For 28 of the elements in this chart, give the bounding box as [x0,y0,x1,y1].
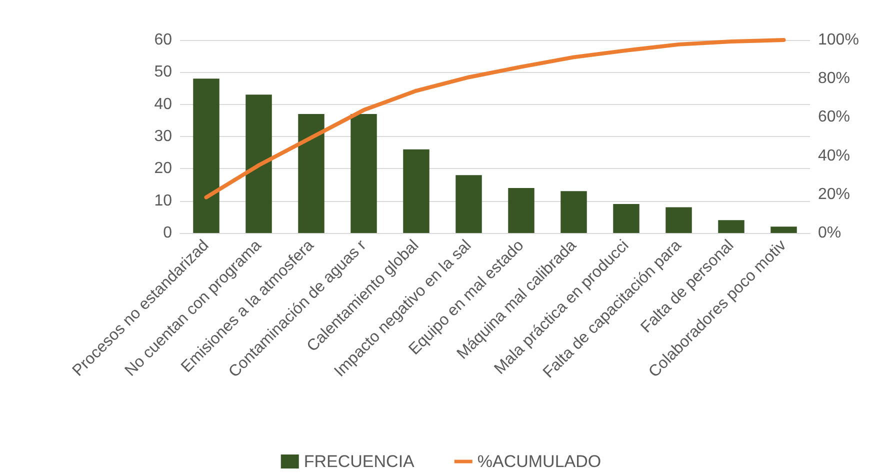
y-tick-label: 10 [154,192,172,210]
y-tick-label: 20 [154,160,172,178]
bar [246,94,272,233]
bar [456,175,482,233]
y2-tick-label: 20% [818,186,850,203]
bar [193,78,220,233]
bar [298,114,324,233]
y2-tick-label: 80% [818,70,850,88]
y2-tick-label: 60% [818,108,850,126]
y-tick-label: 50 [154,64,172,81]
legend-label: %ACUMULADO [477,452,602,471]
y2-tick-label: 40% [818,147,850,164]
bar [350,114,377,233]
y-tick-label: 60 [154,32,172,48]
bar [718,220,744,233]
y2-tick-label: 100% [818,32,859,48]
bar [560,191,587,233]
y-tick-label: 30 [154,128,172,145]
legend-label: FRECUENCIA [304,452,416,471]
bar [770,226,797,233]
bar [508,188,534,233]
line-series [204,38,786,200]
bar [613,204,640,233]
y-tick-label: 40 [154,96,172,113]
y-tick-label: 0 [163,224,172,242]
bar [403,149,430,233]
y2-tick-label: 0% [818,224,842,242]
bar [666,207,692,233]
